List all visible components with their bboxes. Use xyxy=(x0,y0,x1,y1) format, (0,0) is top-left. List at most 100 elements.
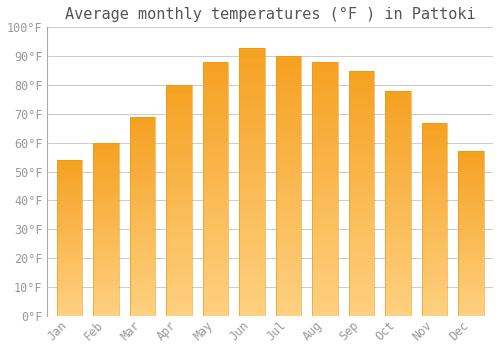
Bar xyxy=(349,257,374,262)
Bar xyxy=(130,240,155,244)
Bar xyxy=(386,136,411,140)
Bar xyxy=(458,204,484,207)
Bar xyxy=(166,312,192,316)
Bar xyxy=(166,205,192,210)
Bar xyxy=(130,280,155,284)
Bar xyxy=(239,58,265,64)
Bar xyxy=(422,304,448,308)
Bar xyxy=(202,280,228,286)
Bar xyxy=(93,195,118,198)
Bar xyxy=(239,112,265,117)
Bar xyxy=(458,296,484,300)
Bar xyxy=(349,311,374,316)
Bar xyxy=(202,296,228,301)
Bar xyxy=(422,289,448,293)
Bar xyxy=(56,297,82,300)
Bar xyxy=(93,243,118,247)
Bar xyxy=(166,113,192,117)
Bar xyxy=(312,159,338,163)
Bar xyxy=(422,277,448,281)
Bar xyxy=(239,300,265,305)
Bar xyxy=(276,56,301,316)
Bar xyxy=(239,160,265,166)
Bar xyxy=(93,177,118,181)
Bar xyxy=(276,212,301,217)
Bar xyxy=(202,219,228,224)
Bar xyxy=(93,281,118,285)
Bar xyxy=(422,215,448,219)
Bar xyxy=(202,290,228,296)
Bar xyxy=(202,62,228,316)
Bar xyxy=(458,300,484,303)
Bar xyxy=(458,273,484,276)
Bar xyxy=(422,270,448,273)
Bar xyxy=(458,303,484,306)
Bar xyxy=(386,199,411,203)
Bar xyxy=(93,299,118,302)
Bar xyxy=(276,170,301,176)
Bar xyxy=(312,92,338,98)
Bar xyxy=(166,140,192,145)
Bar xyxy=(130,260,155,264)
Bar xyxy=(166,154,192,159)
Bar xyxy=(56,207,82,210)
Bar xyxy=(276,92,301,98)
Bar xyxy=(130,252,155,256)
Bar xyxy=(130,224,155,228)
Bar xyxy=(349,306,374,311)
Bar xyxy=(202,128,228,133)
Bar xyxy=(386,293,411,298)
Bar xyxy=(130,292,155,296)
Bar xyxy=(458,267,484,270)
Bar xyxy=(130,153,155,156)
Bar xyxy=(276,72,301,77)
Bar xyxy=(93,160,118,163)
Bar xyxy=(422,142,448,146)
Bar xyxy=(130,201,155,204)
Bar xyxy=(276,306,301,311)
Bar xyxy=(93,257,118,260)
Bar xyxy=(239,193,265,198)
Bar xyxy=(422,266,448,270)
Bar xyxy=(202,88,228,92)
Bar xyxy=(386,140,411,145)
Bar xyxy=(56,201,82,204)
Bar xyxy=(349,164,374,169)
Bar xyxy=(422,204,448,208)
Bar xyxy=(166,191,192,196)
Bar xyxy=(202,148,228,153)
Bar xyxy=(458,313,484,316)
Bar xyxy=(458,227,484,230)
Bar xyxy=(276,160,301,165)
Bar xyxy=(239,257,265,262)
Bar xyxy=(166,187,192,191)
Bar xyxy=(349,110,374,115)
Bar xyxy=(93,170,118,174)
Bar xyxy=(130,228,155,232)
Bar xyxy=(458,181,484,184)
Bar xyxy=(202,153,228,159)
Bar xyxy=(130,248,155,252)
Bar xyxy=(93,254,118,257)
Bar xyxy=(422,281,448,285)
Bar xyxy=(239,203,265,209)
Bar xyxy=(56,313,82,316)
Bar xyxy=(276,103,301,108)
Bar xyxy=(386,302,411,307)
Bar xyxy=(166,251,192,256)
Bar xyxy=(130,161,155,164)
Bar xyxy=(202,189,228,194)
Bar xyxy=(56,303,82,307)
Bar xyxy=(56,169,82,173)
Bar xyxy=(202,163,228,169)
Bar xyxy=(56,235,82,238)
Bar xyxy=(458,309,484,313)
Bar xyxy=(458,168,484,171)
Bar xyxy=(458,191,484,194)
Bar xyxy=(93,295,118,299)
Bar xyxy=(312,133,338,138)
Bar xyxy=(166,228,192,233)
Bar xyxy=(386,248,411,253)
Bar xyxy=(239,106,265,112)
Bar xyxy=(130,125,155,129)
